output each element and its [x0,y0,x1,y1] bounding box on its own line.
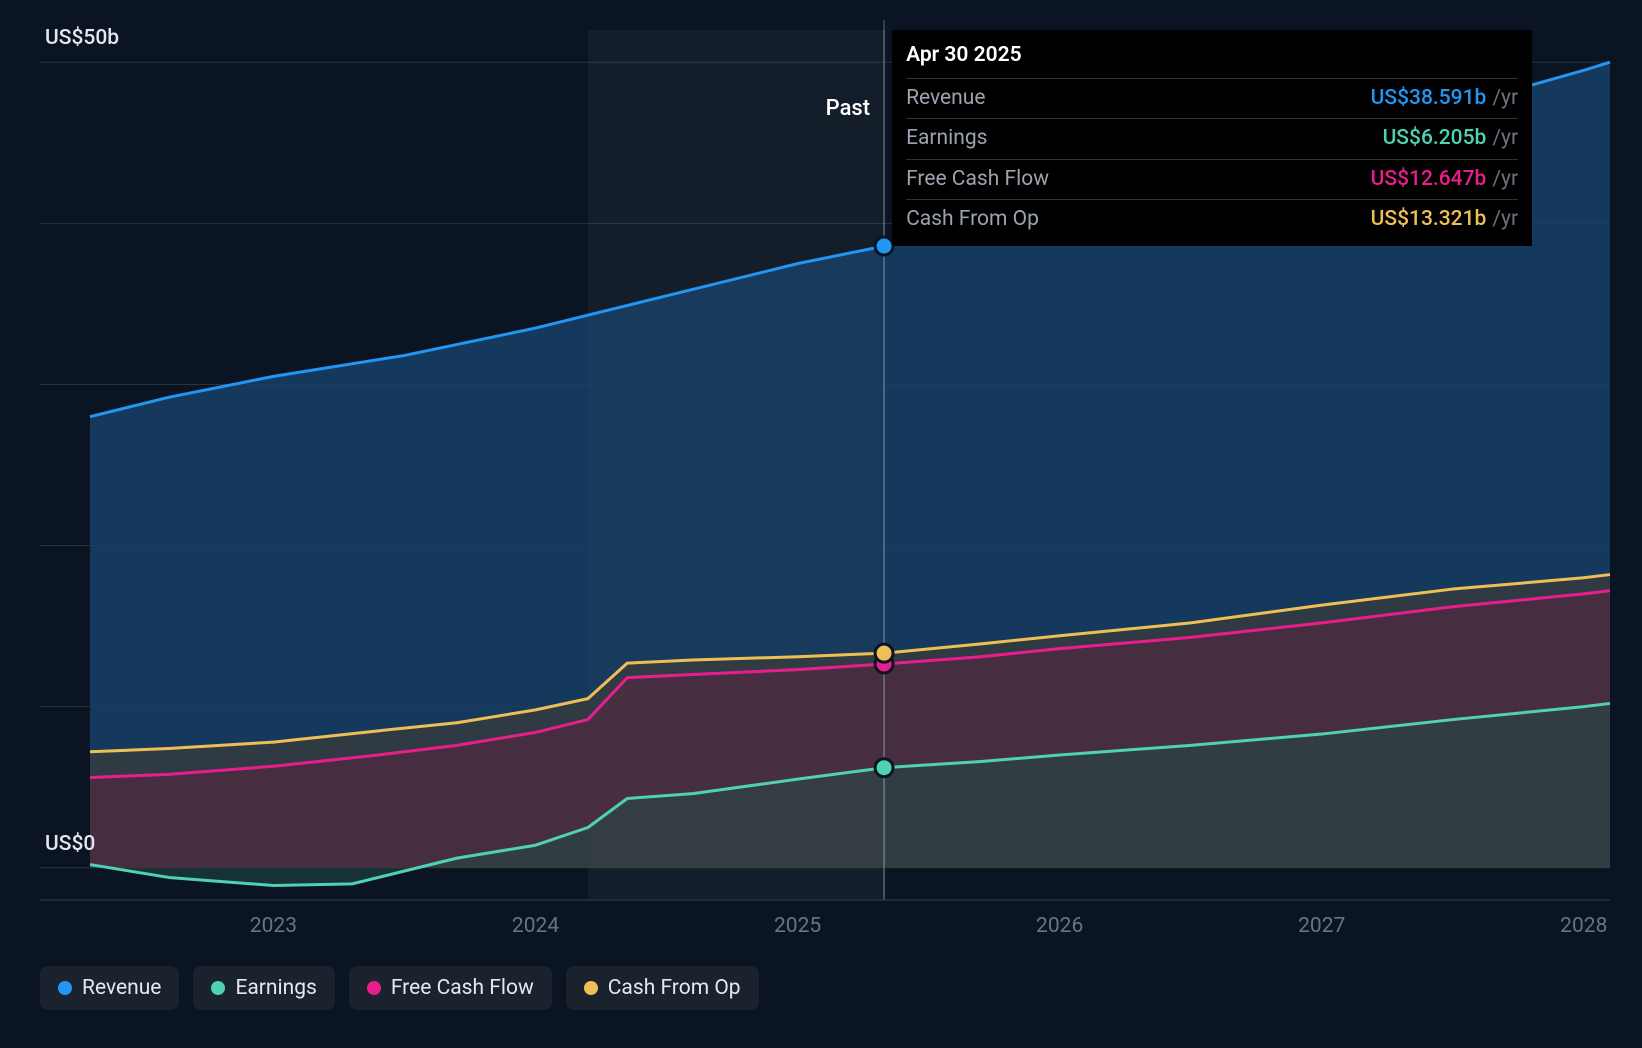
tooltip-row-label: Revenue [906,83,985,115]
section-label-past: Past [826,96,870,121]
legend-item-cash_op[interactable]: Cash From Op [566,966,759,1010]
y-axis-label-50: US$50b [45,26,119,50]
x-tick-2025: 2025 [774,914,821,938]
tooltip-row-label: Cash From Op [906,204,1039,236]
legend-item-label: Earnings [235,976,316,1000]
tooltip-row-label: Free Cash Flow [906,164,1049,196]
legend-item-earnings[interactable]: Earnings [193,966,334,1010]
tooltip-row-unit: /yr [1492,86,1518,110]
x-tick-2028: 2028 [1560,914,1607,938]
tooltip-row-value: US$12.647b [1371,167,1487,191]
tooltip-row-unit: /yr [1492,167,1518,191]
hover-marker-earnings [875,759,893,777]
legend-item-revenue[interactable]: Revenue [40,966,179,1010]
tooltip-row-free-cash-flow: Free Cash Flow US$12.647b/yr [906,159,1518,200]
x-tick-2023: 2023 [250,914,297,938]
financial-forecast-chart: US$0 US$50b Past Analysts Forecasts 2023… [0,0,1642,1048]
x-tick-2026: 2026 [1036,914,1083,938]
tooltip-row-label: Earnings [906,123,987,155]
legend-item-label: Revenue [82,976,161,1000]
tooltip-row-unit: /yr [1492,207,1518,231]
tooltip-row-earnings: Earnings US$6.205b/yr [906,118,1518,159]
hover-tooltip: Apr 30 2025 RevenueUS$38.591b/yrEarnings… [892,30,1532,246]
tooltip-row-value: US$38.591b [1371,86,1487,110]
legend-item-fcf[interactable]: Free Cash Flow [349,966,552,1010]
x-tick-2027: 2027 [1298,914,1345,938]
tooltip-row-value: US$6.205b [1383,126,1487,150]
legend-item-label: Cash From Op [608,976,741,1000]
tooltip-date: Apr 30 2025 [906,40,1518,72]
tooltip-row-cash-from-op: Cash From Op US$13.321b/yr [906,199,1518,240]
y-axis-label-0: US$0 [45,832,95,856]
tooltip-row-revenue: Revenue US$38.591b/yr [906,78,1518,119]
legend-dot-icon [584,981,598,995]
legend-dot-icon [367,981,381,995]
legend-item-label: Free Cash Flow [391,976,534,1000]
hover-marker-cash_op [875,644,893,662]
x-tick-2024: 2024 [512,914,559,938]
tooltip-row-unit: /yr [1492,126,1518,150]
legend-dot-icon [58,981,72,995]
legend-dot-icon [211,981,225,995]
hover-marker-revenue [875,237,893,255]
chart-legend: Revenue Earnings Free Cash Flow Cash From O… [40,966,759,1010]
tooltip-row-value: US$13.321b [1371,207,1487,231]
